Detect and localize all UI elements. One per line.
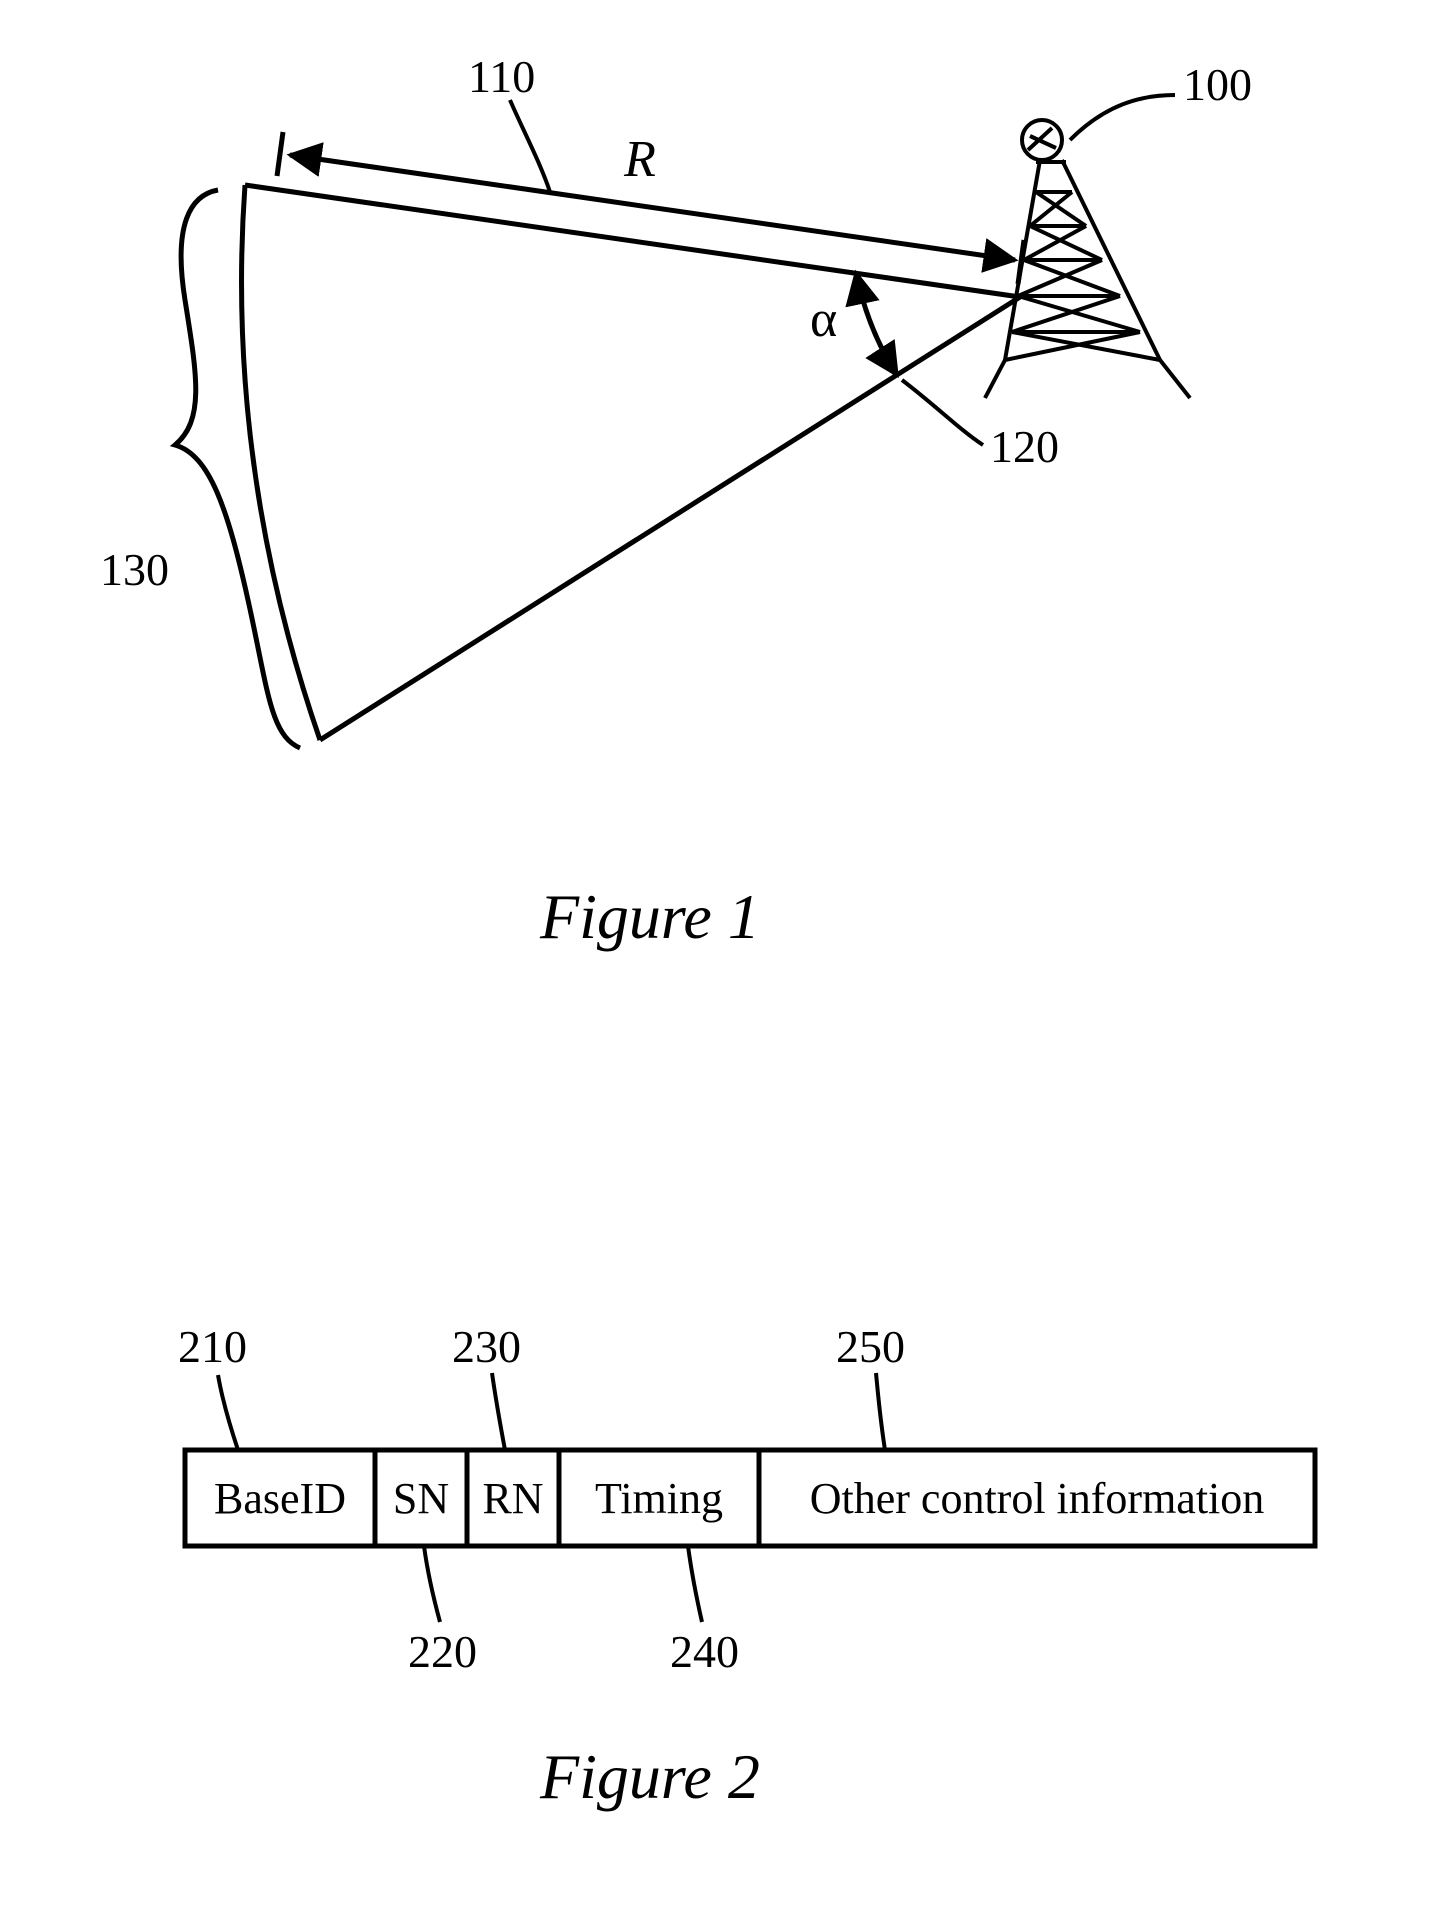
- fig2-cell-timing: Timing: [595, 1473, 723, 1524]
- fig2-callout-240: [688, 1546, 702, 1622]
- fig2-ref-250: 250: [836, 1320, 905, 1373]
- fig2-cell-sn: SN: [393, 1473, 449, 1524]
- fig2-callout-210: [218, 1375, 238, 1450]
- fig2-cell-other: Other control information: [810, 1473, 1265, 1524]
- fig2-cell-rn: RN: [482, 1473, 543, 1524]
- fig2-callout-250: [876, 1373, 885, 1450]
- fig2-callout-220: [424, 1546, 440, 1622]
- fig2-caption: Figure 2: [540, 1740, 760, 1814]
- fig2-ref-220: 220: [408, 1625, 477, 1678]
- fig2-ref-240: 240: [670, 1625, 739, 1678]
- fig2-ref-230: 230: [452, 1320, 521, 1373]
- fig2-cell-baseid: BaseID: [214, 1473, 346, 1524]
- fig2-ref-210: 210: [178, 1320, 247, 1373]
- fig2-callout-230: [492, 1373, 505, 1450]
- canvas: R α 100 110 120 130 Figure 1 BaseID SN R…: [0, 0, 1431, 1916]
